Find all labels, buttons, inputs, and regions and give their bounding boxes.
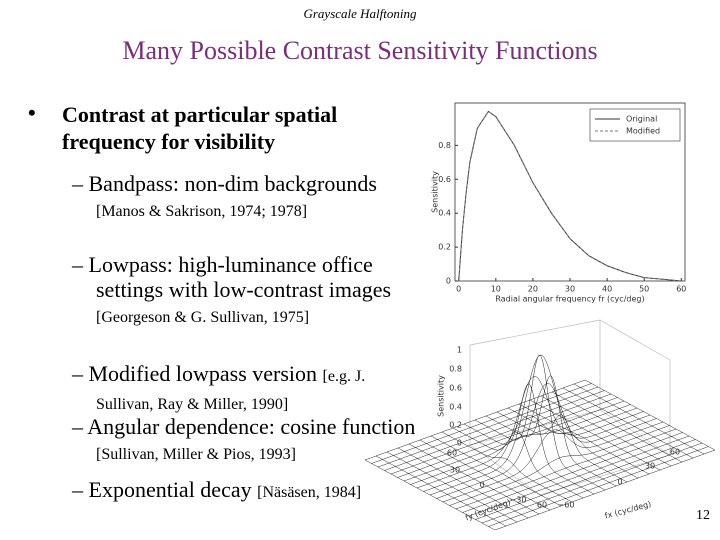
citation: [Näsäsen, 1984] [257,484,362,501]
mesh-line [449,425,670,506]
citation: [Manos & Sakrison, 1974; 1978] [96,203,308,220]
mesh-line [488,446,709,527]
subbullet: – Lowpass: high-luminance office setting… [72,252,392,326]
mesh-line [429,354,651,496]
fx-tick-label: 0 [617,478,622,487]
z-tick-label: 0 [457,439,462,448]
fy-tick-label: 0 [479,481,484,490]
z-tick-label: 0.8 [449,365,462,374]
subbullet-text: Exponential decay [88,477,252,502]
fx-tick-label: 60 [537,501,547,510]
x-tick-label: 40 [602,285,612,294]
mesh-line [518,403,650,475]
surface-box [469,319,671,496]
z-axis-label: Sensitivity [437,375,446,417]
legend-label: Original [626,115,657,124]
mesh-line [573,383,705,455]
bullet: Contrast at particular spatial frequency… [62,102,338,154]
z-tick-label: 0.6 [449,384,462,393]
fx-axis-label: fx (cyc/deg) [604,499,652,520]
mesh-line [562,387,694,459]
header: Grayscale Halftoning [303,6,417,21]
citation: [e.g. J. Sullivan, Ray & Miller, 1990] [96,368,366,413]
y-tick-label: 0.2 [438,243,451,252]
mesh-line [494,449,716,531]
z-tick-label: 1 [457,346,462,355]
z-tick-label: 0.4 [449,403,462,412]
bullet-dot: • [28,100,36,125]
page-number: 12 [696,508,710,523]
mesh-line [436,383,657,499]
mesh-line [462,432,683,513]
mesh-line [442,421,664,503]
fy-tick-label: 60 [447,449,457,458]
subbullet: – Modified lowpass version [e.g. J. Sull… [72,361,366,413]
mesh-line [496,411,628,483]
y-axis-label: Sensitivity [431,171,440,213]
mesh-line [540,395,672,467]
z-tick-label: 0.2 [449,421,462,430]
fx-tick-label: 30 [645,462,655,471]
fy-tick-label: −30 [510,496,527,505]
mesh-line [468,435,690,517]
mesh-line [551,391,683,463]
subbullet: – Exponential decay [Näsäsen, 1984] [72,477,362,502]
fx-tick-label: −60 [558,501,575,510]
y-tick-label: 0 [446,277,451,286]
x-tick-label: 0 [456,285,461,294]
line-series [458,110,682,282]
mesh-line [481,442,703,524]
subbullet-text: Bandpass: non-dim backgrounds [88,171,377,196]
citation: [Sullivan, Miller & Pios, 1993] [96,446,296,463]
y-tick-label: 0.6 [438,175,451,184]
fy-tick-label: 30 [450,466,460,475]
x-tick-label: 20 [528,285,538,294]
mesh-line [529,399,661,471]
fy-axis-label: fy (cyc/deg) [464,498,512,523]
mesh-line [584,379,716,451]
subbullet-text: Angular dependence: cosine function [87,414,416,439]
legend-box [589,108,681,142]
surface-mesh [364,354,716,531]
slide-title: Many Possible Contrast Sensitivity Funct… [122,36,598,65]
subbullet: – Angular dependence: cosine function [S… [72,414,416,463]
y-tick-label: 0.4 [438,209,451,218]
mesh-line [485,375,617,487]
x-tick-label: 30 [565,285,575,294]
x-tick-label: 60 [676,285,686,294]
citation: [Georgeson & G. Sullivan, 1975] [96,309,310,326]
subbullet-text: Lowpass: high-luminance office settings … [88,252,392,302]
mesh-line [507,407,639,479]
x-tick-label: 10 [491,285,501,294]
legend-label: Modified [626,127,660,136]
x-tick-label: 50 [639,285,649,294]
fx-tick-label: 60 [670,448,680,457]
subbullet: – Bandpass: non-dim backgrounds [Manos &… [72,171,377,220]
subbullet-text: Modified lowpass version [88,361,318,386]
x-axis-label: Radial angular frequency fr (cyc/deg) [495,295,644,304]
mesh-line [475,439,696,520]
mesh-line [455,428,677,510]
y-tick-label: 0.8 [438,141,451,150]
